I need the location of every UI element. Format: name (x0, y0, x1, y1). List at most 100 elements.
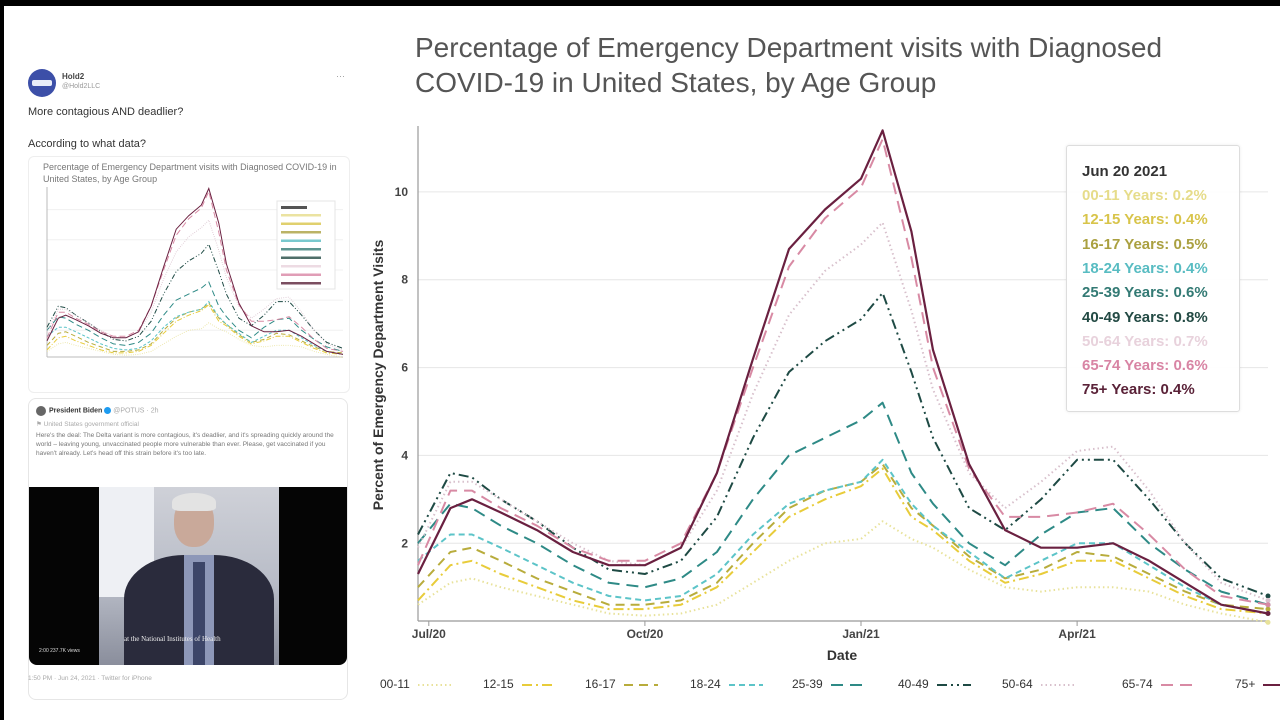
legend-item-00-11[interactable]: 00-11 (380, 677, 454, 691)
avatar[interactable] (28, 69, 56, 97)
mini-series-line-50-64 (46, 219, 344, 351)
tweet-timestamp[interactable]: 1:50 PM · Jun 24, 2021 · Twitter for iPh… (28, 675, 152, 682)
series-line-25-39[interactable] (417, 401, 1269, 606)
mini-tooltip-row (281, 222, 321, 225)
tweet-author-name[interactable]: Hold2 (62, 72, 85, 81)
quoted-avatar (36, 406, 46, 416)
legend-swatch-75+ (1263, 683, 1280, 686)
mini-tooltip-date (281, 206, 307, 209)
legend-label: 40-49 (898, 677, 929, 691)
series-end-point-40-49[interactable] (1265, 593, 1271, 599)
video-caption: at the National Institutes of Health (124, 635, 221, 643)
tweet-text-line2: According to what data? (28, 138, 147, 150)
legend-swatch-18-24 (728, 683, 763, 686)
tooltip-row: 25-39 Years: 0.6% (1082, 284, 1208, 302)
legend-label: 00-11 (380, 677, 410, 691)
tooltip-row: 12-15 Years: 0.4% (1082, 211, 1208, 229)
legend-item-25-39[interactable]: 25-39 (792, 677, 867, 691)
legend-item-75+[interactable]: 75+ (1235, 677, 1280, 691)
tooltip-row: 50-64 Years: 0.7% (1082, 332, 1208, 350)
series-line-16-17[interactable] (417, 463, 1269, 611)
tooltip-row: 40-49 Years: 0.8% (1082, 308, 1208, 326)
legend-swatch-00-11 (417, 683, 452, 686)
y-tick-label: 10 (395, 185, 409, 199)
quoted-author-name: President Biden (49, 407, 103, 415)
mini-tooltip-row (281, 248, 321, 251)
series-end-point-50-64[interactable] (1265, 597, 1271, 603)
quoted-author: President Biden @POTUS · 2h (49, 407, 158, 414)
legend-label: 65-74 (1122, 677, 1153, 691)
embedded-chart-image[interactable]: Percentage of Emergency Department visit… (28, 156, 350, 393)
video-views: 2:00 237.7K views (39, 648, 80, 654)
y-tick-label: 2 (401, 536, 408, 550)
tweet-card: Hold2 @Hold2LLC ··· More contagious AND … (24, 61, 354, 701)
legend-item-65-74[interactable]: 65-74 (1122, 677, 1197, 691)
legend-label: 75+ (1235, 677, 1256, 691)
quoted-author-handle: @POTUS · 2h (113, 407, 159, 415)
series-end-point-75+[interactable] (1265, 611, 1271, 617)
verified-badge-icon (104, 407, 112, 414)
government-official-label: ⚑ United States government official (36, 421, 139, 428)
video-person-hair (172, 493, 216, 511)
mini-tooltip-row (281, 265, 321, 268)
mini-series-line-25-39 (46, 281, 344, 352)
series-line-75+[interactable] (417, 129, 1269, 615)
mini-tooltip-row (281, 282, 321, 285)
legend-item-40-49[interactable]: 40-49 (898, 677, 973, 691)
legend-label: 16-17 (585, 677, 616, 691)
legend-item-12-15[interactable]: 12-15 (483, 677, 558, 691)
series-line-18-24[interactable] (417, 458, 1269, 615)
mini-tooltip-row (281, 239, 321, 242)
tweet-text-line1: More contagious AND deadlier? (28, 106, 184, 118)
legend-label: 50-64 (1002, 677, 1033, 691)
legend-item-18-24[interactable]: 18-24 (690, 677, 765, 691)
video-player[interactable]: at the National Institutes of Health 2:0… (29, 487, 347, 665)
tooltip-row: 75+ Years: 0.4% (1082, 381, 1195, 399)
quoted-tweet-text: Here's the deal: The Delta variant is mo… (36, 432, 334, 457)
series-line-40-49[interactable] (417, 291, 1269, 597)
legend-item-50-64[interactable]: 50-64 (1002, 677, 1077, 691)
y-tick-label: 6 (401, 361, 408, 375)
legend-swatch-50-64 (1040, 683, 1075, 686)
mini-tooltip-row (281, 214, 321, 217)
series-lines (417, 129, 1271, 625)
y-tick-label: 8 (401, 273, 408, 287)
x-tick-label: Oct/20 (627, 627, 664, 641)
mini-series-line-75+ (46, 187, 344, 355)
mini-tooltip-row (281, 256, 321, 259)
hover-tooltip: Jun 20 2021 00-11 Years: 0.2% 12-15 Years… (1066, 145, 1240, 412)
series-end-point-65-74[interactable] (1265, 602, 1271, 608)
mini-series-line-12-15 (46, 303, 344, 355)
embedded-chart-svg (46, 187, 344, 358)
x-tick-label: Apr/21 (1058, 627, 1096, 641)
mini-tooltip-row (281, 273, 321, 276)
tweet-author-handle[interactable]: @Hold2LLC (62, 83, 101, 90)
mini-series-line-65-74 (46, 189, 344, 352)
legend-swatch-12-15 (521, 683, 556, 686)
series-end-point-00-11[interactable] (1265, 619, 1271, 625)
series-line-65-74[interactable] (417, 138, 1269, 606)
video-person-tie (193, 562, 205, 665)
legend-label: 18-24 (690, 677, 721, 691)
legend-swatch-40-49 (936, 683, 971, 686)
legend-label: 25-39 (792, 677, 823, 691)
series-end-point-16-17[interactable] (1265, 606, 1271, 612)
ellipsis-icon[interactable]: ··· (336, 71, 345, 81)
y-tick-label: 4 (401, 448, 408, 462)
quoted-tweet[interactable]: President Biden @POTUS · 2h ⚑ United Sta… (28, 398, 348, 700)
chart-title: Percentage of Emergency Department visit… (415, 32, 1163, 98)
axes: 2 4 6 8 10 Jul/20 Oct/20 Jan/21 Apr/21 (395, 126, 1268, 641)
legend-swatch-16-17 (623, 683, 658, 686)
series-line-50-64[interactable] (417, 221, 1269, 602)
series-line-12-15[interactable] (417, 467, 1269, 615)
tooltip-row: 65-74 Years: 0.6% (1082, 357, 1208, 375)
tooltip-row: 16-17 Years: 0.5% (1082, 235, 1208, 253)
chart-legend: 00-11 12-15 16-17 18-24 25-39 40-49 50-64 65-74… (380, 677, 1280, 697)
tooltip-date: Jun 20 2021 (1082, 163, 1168, 180)
x-axis-title: Date (827, 647, 858, 663)
tooltip-row: 00-11 Years: 0.2% (1082, 187, 1207, 204)
legend-swatch-65-74 (1160, 683, 1195, 686)
legend-item-16-17[interactable]: 16-17 (585, 677, 660, 691)
mini-series-line-00-11 (46, 322, 344, 358)
